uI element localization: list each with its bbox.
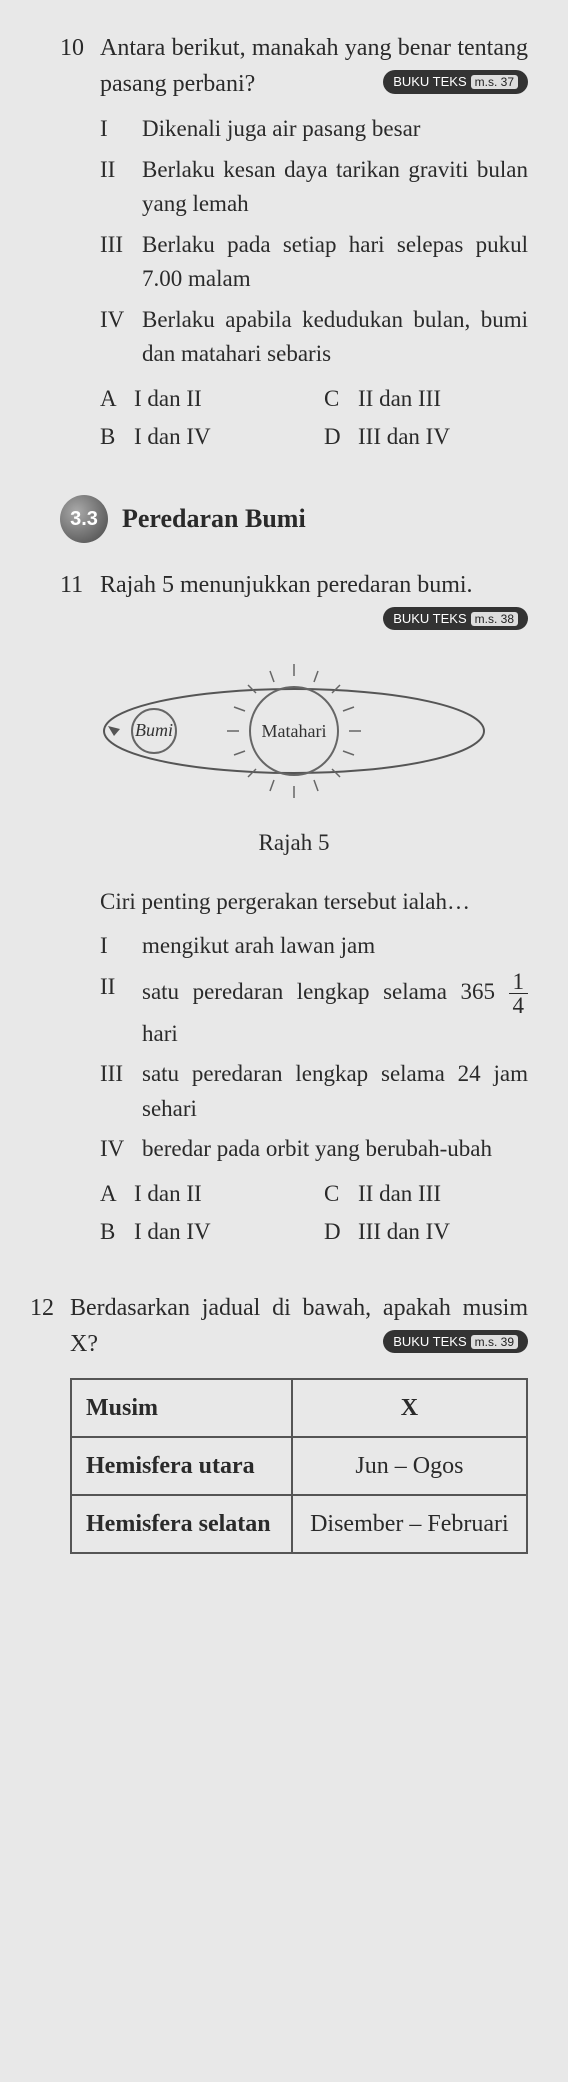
roman-item: IIBerlaku kesan daya tarikan graviti bul… (100, 153, 528, 222)
table-header-1: Musim (71, 1379, 292, 1437)
season-table: Musim X Hemisfera utara Jun – Ogos Hemis… (70, 1378, 528, 1554)
ref-page: m.s. 37 (471, 75, 518, 89)
option-a: A I dan II (100, 1177, 304, 1212)
text-pre: satu peredaran lengkap selama 365 (142, 978, 495, 1003)
roman-text: Berlaku kesan daya tarikan graviti bulan… (142, 153, 528, 222)
opt-text: III dan IV (358, 420, 450, 455)
opt-label: C (324, 382, 348, 417)
opt-label: A (100, 382, 124, 417)
roman-num: III (100, 228, 130, 297)
ref-label: BUKU TEKS (393, 1334, 466, 1349)
roman-text: satu peredaran lengkap selama 24 jam seh… (142, 1057, 528, 1126)
q12-number: 12 (30, 1290, 60, 1326)
ref-page: m.s. 38 (471, 612, 518, 626)
opt-label: D (324, 420, 348, 455)
q10-ref-badge: BUKU TEKS m.s. 37 (383, 70, 528, 94)
section-header: 3.3 Peredaran Bumi (60, 495, 528, 543)
option-b: B I dan IV (100, 1215, 304, 1250)
q11-stem: Ciri penting pergerakan tersebut ialah… (100, 885, 528, 920)
fraction: 14 (509, 970, 529, 1017)
opt-text: I dan IV (134, 420, 211, 455)
option-d: D III dan IV (324, 1215, 528, 1250)
opt-label: D (324, 1215, 348, 1250)
opt-label: A (100, 1177, 124, 1212)
earth-label: Bumi (135, 720, 173, 740)
q10-text: Antara berikut, manakah yang benar tenta… (100, 30, 528, 102)
q10-roman-list: IDikenali juga air pasang besar IIBerlak… (100, 112, 528, 372)
table-row: Hemisfera utara Jun – Ogos (71, 1437, 527, 1495)
cell-hemisphere: Hemisfera utara (71, 1437, 292, 1495)
table-header-2: X (292, 1379, 527, 1437)
sun-icon: Matahari (227, 664, 361, 798)
opt-text: I dan II (134, 382, 202, 417)
roman-text: Berlaku pada setiap hari selepas pukul 7… (142, 228, 528, 297)
q11-question-text: Rajah 5 menunjukkan peredaran bumi. (100, 572, 473, 598)
orbit-diagram: Bumi Matahari (84, 646, 504, 816)
q11-ref-badge: BUKU TEKS m.s. 38 (383, 607, 528, 631)
roman-item: IVBerlaku apabila kedudukan bulan, bumi … (100, 303, 528, 372)
roman-num: I (100, 929, 130, 964)
section-badge: 3.3 (60, 495, 108, 543)
q11-number: 11 (60, 567, 90, 603)
table-row: Hemisfera selatan Disember – Februari (71, 1495, 527, 1553)
roman-text: beredar pada orbit yang berubah-ubah (142, 1132, 528, 1167)
option-b: B I dan IV (100, 420, 304, 455)
q10-header: 10 Antara berikut, manakah yang benar te… (60, 30, 528, 102)
q11-header: 11 Rajah 5 menunjukkan peredaran bumi. B… (60, 567, 528, 631)
ref-page: m.s. 39 (471, 1335, 518, 1349)
ref-label: BUKU TEKS (393, 611, 466, 626)
cell-months: Jun – Ogos (292, 1437, 527, 1495)
roman-text: mengikut arah lawan jam (142, 929, 528, 964)
roman-item: IV beredar pada orbit yang berubah-ubah (100, 1132, 528, 1167)
opt-text: III dan IV (358, 1215, 450, 1250)
roman-text: Dikenali juga air pasang besar (142, 112, 528, 147)
roman-item: II satu peredaran lengkap selama 365 14 … (100, 970, 528, 1052)
question-10: 10 Antara berikut, manakah yang benar te… (60, 30, 528, 455)
roman-num: III (100, 1057, 130, 1126)
opt-text: I dan II (134, 1177, 202, 1212)
section-title: Peredaran Bumi (122, 499, 306, 538)
opt-label: C (324, 1177, 348, 1212)
opt-label: B (100, 420, 124, 455)
question-11: 11 Rajah 5 menunjukkan peredaran bumi. B… (60, 567, 528, 1250)
q12-text: Berdasarkan jadual di bawah, apakah musi… (70, 1290, 528, 1362)
opt-text: II dan III (358, 1177, 441, 1212)
opt-text: I dan IV (134, 1215, 211, 1250)
question-12: 12 Berdasarkan jadual di bawah, apakah m… (30, 1290, 528, 1554)
roman-num: I (100, 112, 130, 147)
frac-num: 1 (509, 970, 529, 994)
cell-hemisphere: Hemisfera selatan (71, 1495, 292, 1553)
roman-item: III satu peredaran lengkap selama 24 jam … (100, 1057, 528, 1126)
opt-label: B (100, 1215, 124, 1250)
q10-number: 10 (60, 30, 90, 66)
sun-label: Matahari (262, 721, 327, 741)
roman-num: IV (100, 1132, 130, 1167)
roman-num: II (100, 153, 130, 222)
option-d: D III dan IV (324, 420, 528, 455)
option-c: C II dan III (324, 1177, 528, 1212)
diagram-caption: Rajah 5 (60, 826, 528, 861)
q11-options: A I dan II C II dan III B I dan IV D III dan… (100, 1177, 528, 1250)
q11-text: Rajah 5 menunjukkan peredaran bumi. BUKU… (100, 567, 528, 631)
roman-item: III Berlaku pada setiap hari selepas puku… (100, 228, 528, 297)
text-post: hari (142, 1021, 178, 1046)
roman-num: IV (100, 303, 130, 372)
opt-text: II dan III (358, 382, 441, 417)
q10-options: A I dan II C II dan III B I dan IV D III dan… (100, 382, 528, 455)
q12-header: 12 Berdasarkan jadual di bawah, apakah m… (30, 1290, 528, 1362)
cell-months: Disember – Februari (292, 1495, 527, 1553)
roman-item: I Dikenali juga air pasang besar (100, 112, 528, 147)
table-row: Musim X (71, 1379, 527, 1437)
frac-den: 4 (509, 994, 529, 1017)
q12-ref-badge: BUKU TEKS m.s. 39 (383, 1330, 528, 1354)
roman-num: II (100, 970, 130, 1052)
ref-label: BUKU TEKS (393, 74, 466, 89)
roman-text: satu peredaran lengkap selama 365 14 har… (142, 970, 528, 1052)
roman-text: Berlaku apabila kedudukan bulan, bumi da… (142, 303, 528, 372)
option-c: C II dan III (324, 382, 528, 417)
q11-roman-list: Imengikut arah lawan jam II satu peredar… (100, 929, 528, 1167)
option-a: A I dan II (100, 382, 304, 417)
roman-item: Imengikut arah lawan jam (100, 929, 528, 964)
